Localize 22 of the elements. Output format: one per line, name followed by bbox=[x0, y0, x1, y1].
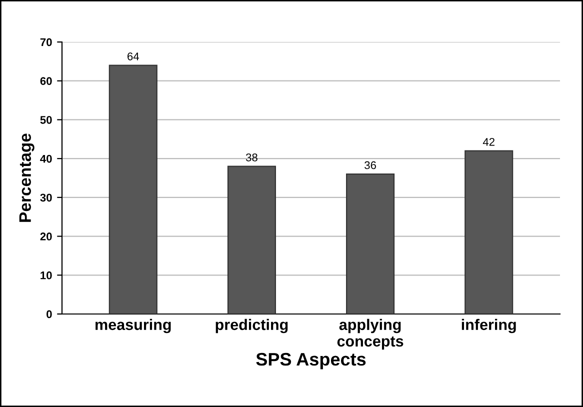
data-label: 36 bbox=[364, 161, 376, 170]
y-tick-label: 50 bbox=[40, 116, 52, 124]
x-tick-label: infering bbox=[462, 318, 516, 334]
data-label: 64 bbox=[128, 52, 139, 60]
y-tick-label: 30 bbox=[40, 194, 52, 202]
y-tick-label: 60 bbox=[40, 77, 52, 85]
x-tick-label: predicting bbox=[216, 318, 288, 334]
data-label: 38 bbox=[246, 154, 258, 162]
x-tick-label: measuring bbox=[96, 318, 171, 334]
bar bbox=[346, 174, 395, 314]
bar bbox=[227, 166, 276, 314]
y-tick-label: 20 bbox=[40, 232, 52, 240]
x-tick-label: applying concepts bbox=[337, 318, 404, 350]
y-tick-label: 40 bbox=[40, 154, 52, 163]
y-tick-label: 0 bbox=[46, 310, 52, 318]
bar bbox=[108, 64, 158, 314]
x-axis-title: SPS Aspects bbox=[256, 352, 366, 370]
data-label: 42 bbox=[482, 138, 494, 146]
y-tick-label: 70 bbox=[40, 38, 52, 46]
y-axis-title: Percentage bbox=[19, 134, 34, 222]
bar bbox=[464, 150, 514, 314]
y-tick-label: 10 bbox=[40, 271, 52, 280]
